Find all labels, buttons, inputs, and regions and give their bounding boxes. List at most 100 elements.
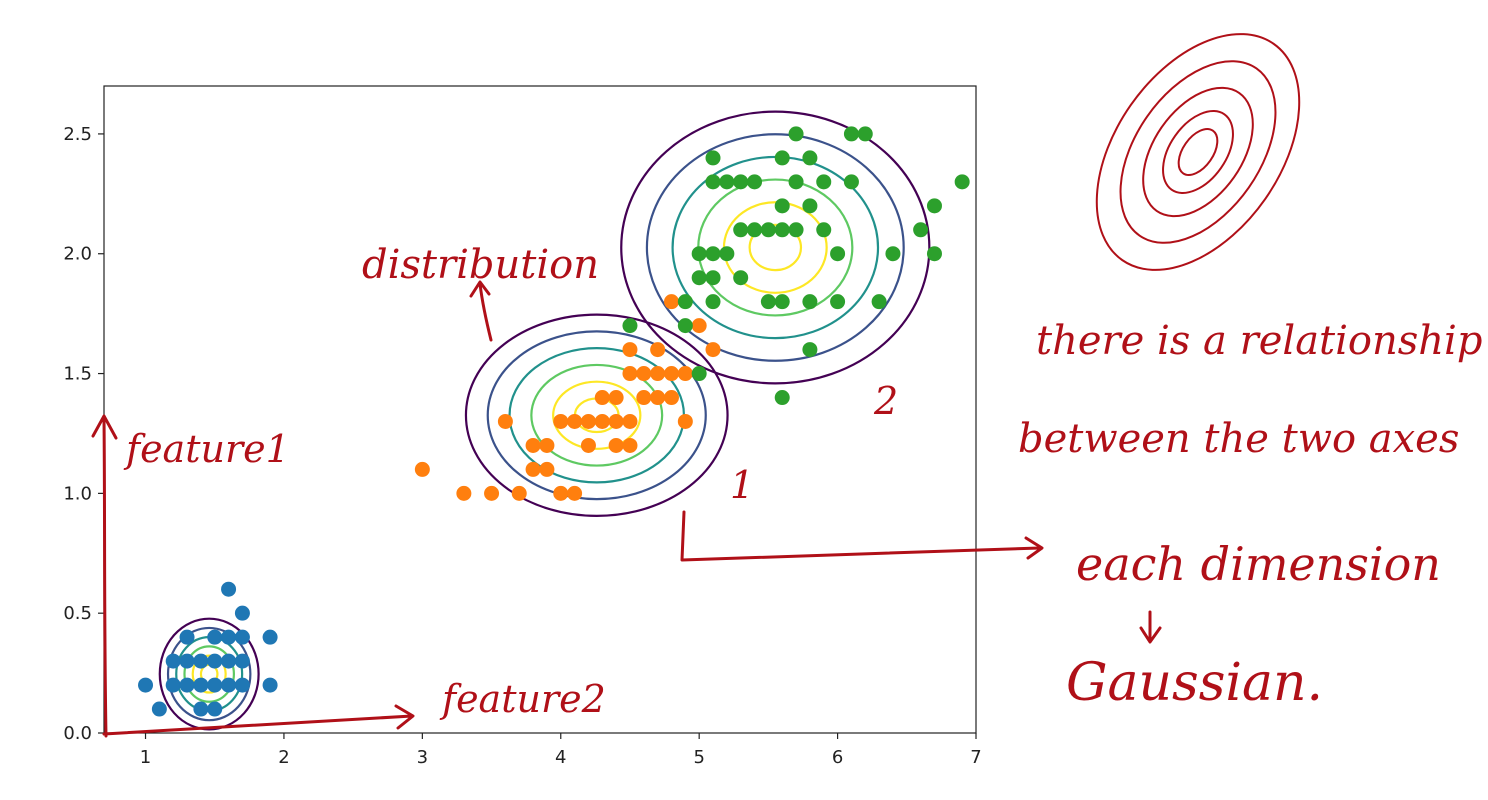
sketch-ellipse-2 — [1119, 60, 1277, 244]
point-series-2-17 — [608, 390, 624, 406]
point-series-3-4 — [691, 366, 707, 382]
point-series-2-35 — [622, 437, 638, 453]
point-series-3-15 — [747, 222, 763, 238]
y-tick-label-4: 2.0 — [63, 244, 92, 265]
point-series-3-23 — [788, 126, 804, 142]
point-series-2-8 — [553, 413, 569, 429]
point-series-2-28 — [691, 318, 707, 334]
point-series-3-37 — [913, 222, 929, 238]
annotation-cluster-2: 2 — [873, 379, 898, 423]
point-series-3-45 — [733, 222, 749, 238]
point-series-2-31 — [497, 413, 513, 429]
x-tick-label-4: 4 — [555, 747, 566, 768]
annotation-relationship-line2: between the two axes — [1018, 416, 1459, 462]
point-series-2-10 — [567, 485, 583, 501]
point-series-1-7 — [193, 653, 209, 669]
point-series-1-9 — [207, 677, 223, 693]
y-tick-label-5: 2.5 — [63, 124, 92, 145]
point-series-3-31 — [830, 246, 846, 262]
sketch-ellipse-inner — [1177, 128, 1219, 176]
point-series-3-21 — [774, 294, 790, 310]
scatter-points — [138, 126, 970, 717]
gaussian-down-arrow — [1139, 610, 1162, 644]
contour-2-level-1 — [464, 313, 729, 517]
point-series-1-22 — [165, 653, 181, 669]
point-series-2-24 — [650, 366, 666, 382]
point-series-1-1 — [138, 677, 154, 693]
point-series-3-36 — [885, 246, 901, 262]
point-series-3-3 — [691, 270, 707, 286]
point-series-1-15 — [221, 629, 237, 645]
contour-1-level-2 — [166, 626, 252, 722]
contour-2-level-5 — [552, 380, 642, 450]
point-series-2-15 — [594, 390, 610, 406]
point-series-2-32 — [525, 437, 541, 453]
point-series-3-6 — [705, 174, 721, 190]
point-series-1-8 — [193, 701, 209, 717]
contour-3-level-6 — [748, 223, 803, 272]
point-series-2-7 — [539, 437, 555, 453]
plot-frame — [103, 85, 977, 734]
point-series-3-8 — [705, 270, 721, 286]
point-series-2-9 — [553, 485, 569, 501]
point-series-3-7 — [705, 246, 721, 262]
point-series-1-12 — [207, 653, 223, 669]
contour-3-level-1 — [620, 110, 931, 385]
annotation-each-dimension: each dimension — [1076, 537, 1441, 591]
x-tick-label-1: 1 — [140, 747, 151, 768]
contour-3-level-2 — [645, 133, 905, 362]
point-series-1-21 — [262, 629, 278, 645]
annotation-distribution: distribution — [362, 242, 599, 288]
x-tick-label-5: 5 — [693, 747, 704, 768]
point-series-3-38 — [926, 198, 942, 214]
point-series-3-39 — [926, 246, 942, 262]
point-series-1-10 — [207, 629, 223, 645]
point-series-3-29 — [816, 174, 832, 190]
point-series-3-2 — [677, 294, 693, 310]
point-series-3-19 — [774, 198, 790, 214]
point-series-2-33 — [636, 390, 652, 406]
feature1-arrow — [91, 414, 118, 738]
point-series-2-20 — [622, 342, 638, 358]
point-series-3-41 — [857, 126, 873, 142]
contour-1-level-1 — [158, 617, 260, 731]
point-series-2-26 — [663, 294, 679, 310]
annotation-cluster-1: 1 — [730, 463, 754, 507]
point-series-1-11 — [207, 701, 223, 717]
contour-2-level-4 — [530, 363, 664, 467]
point-series-2-11 — [567, 413, 583, 429]
point-series-1-14 — [221, 677, 237, 693]
point-series-2-14 — [594, 413, 610, 429]
point-series-3-42 — [802, 150, 818, 166]
point-series-2-2 — [456, 485, 472, 501]
point-series-3-35 — [871, 294, 887, 310]
point-series-3-18 — [774, 150, 790, 166]
point-series-2-6 — [539, 461, 555, 477]
point-series-3-17 — [760, 294, 776, 310]
point-series-2-30 — [608, 437, 624, 453]
feature2-arrow — [102, 704, 415, 736]
x-tick-label-3: 3 — [417, 747, 428, 768]
sketch-ellipse-3 — [1142, 86, 1254, 218]
point-series-3-40 — [954, 174, 970, 190]
point-series-2-13 — [580, 437, 596, 453]
point-series-3-16 — [760, 222, 776, 238]
point-series-3-13 — [733, 270, 749, 286]
point-series-1-5 — [179, 629, 195, 645]
x-tick-label-6: 6 — [832, 747, 843, 768]
point-series-2-19 — [622, 366, 638, 382]
point-series-3-22 — [774, 390, 790, 406]
point-series-3-10 — [719, 174, 735, 190]
handwritten-annotations: distribution feature1 feature2 1 2 there… — [91, 33, 1482, 738]
y-tick-label-1: 0.5 — [63, 603, 92, 624]
sketch-ellipse-outer — [1095, 33, 1301, 271]
y-tick-label-3: 1.5 — [63, 364, 92, 385]
correlated-ellipses-sketch — [1095, 33, 1301, 271]
point-series-2-29 — [705, 342, 721, 358]
point-series-2-5 — [525, 461, 541, 477]
annotation-relationship-line1: there is a relationship — [1036, 318, 1482, 364]
point-series-3-1 — [622, 318, 638, 334]
point-series-3-14 — [747, 174, 763, 190]
point-series-1-13 — [221, 581, 237, 597]
